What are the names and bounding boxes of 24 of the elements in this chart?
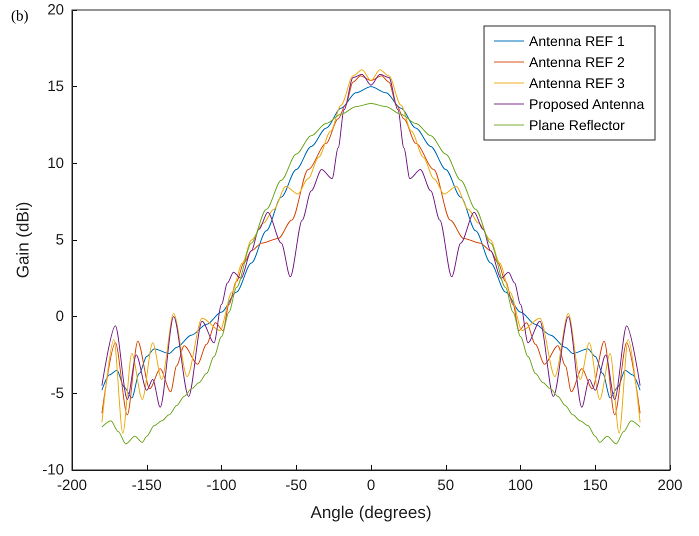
y-tick-label: -5 bbox=[50, 384, 64, 402]
y-axis-title: Gain (dBi) bbox=[13, 202, 32, 278]
x-tick-label: -50 bbox=[285, 477, 308, 494]
legend-label: Plane Reflector bbox=[529, 117, 626, 133]
legend-label: Antenna REF 3 bbox=[529, 75, 625, 91]
y-tick-label: 15 bbox=[47, 78, 64, 96]
y-tick-label: 5 bbox=[56, 232, 64, 248]
x-tick-label: 0 bbox=[366, 477, 376, 494]
legend-label: Antenna REF 2 bbox=[529, 54, 625, 70]
x-axis-title: Angle (degrees) bbox=[310, 503, 432, 522]
chart-title: (b) bbox=[11, 8, 28, 24]
x-tick-label: -150 bbox=[132, 477, 162, 494]
y-tick-label: 0 bbox=[56, 308, 64, 326]
legend-label: Antenna REF 1 bbox=[529, 33, 625, 49]
y-tick-label: 20 bbox=[47, 2, 64, 18]
legend-label: Proposed Antenna bbox=[529, 96, 644, 112]
x-tick-label: 200 bbox=[657, 477, 683, 494]
x-tick-label: -100 bbox=[206, 477, 237, 494]
y-tick-label: 10 bbox=[47, 154, 64, 172]
x-tick-label: -200 bbox=[56, 477, 88, 494]
x-tick-label: 100 bbox=[508, 477, 534, 494]
y-tick-label: -10 bbox=[42, 462, 64, 478]
x-tick-label: 150 bbox=[582, 477, 608, 494]
x-tick-label: 50 bbox=[437, 477, 454, 494]
